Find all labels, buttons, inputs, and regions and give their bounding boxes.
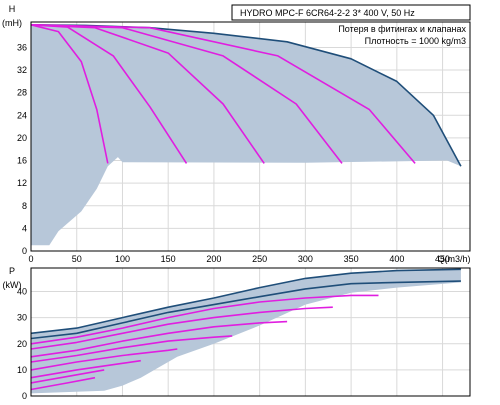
x-tick-label: 50 bbox=[72, 254, 82, 264]
max-curve-line bbox=[30, 280, 461, 340]
x-tick-label: 200 bbox=[206, 254, 221, 264]
y-axis-label: H bbox=[9, 4, 16, 14]
x-tick-label: 250 bbox=[252, 254, 267, 264]
max-curve-line bbox=[30, 268, 461, 335]
operating-area bbox=[31, 269, 461, 394]
x-tick-label: 100 bbox=[115, 254, 130, 264]
chart-title: HYDRO MPC-F 6CR64-2-2 3* 400 V, 50 Hz bbox=[240, 8, 415, 18]
system-curve-line bbox=[30, 359, 141, 379]
x-tick-label: 400 bbox=[389, 254, 404, 264]
system-curve-line bbox=[30, 294, 379, 345]
x-tick-label: 450 bbox=[435, 254, 450, 264]
system-curve-line bbox=[30, 24, 416, 164]
x-tick-label: 150 bbox=[161, 254, 176, 264]
chart-subtitle: Плотность = 1000 kg/m3 bbox=[365, 36, 466, 46]
plot-frame bbox=[30, 267, 471, 397]
head-chart: 0 4 8 12 16 20 24 28 32 36 0 50 100 150 200 250 300 350 40… bbox=[2, 4, 471, 264]
y-tick-label: 28 bbox=[17, 88, 27, 98]
title-box bbox=[231, 4, 471, 21]
y-tick-label: 4 bbox=[22, 223, 27, 233]
x-tick-label: 350 bbox=[344, 254, 359, 264]
chart-subtitle: Потеря в фитингах и клапанах bbox=[338, 24, 466, 34]
system-curve-line bbox=[30, 320, 288, 358]
system-curve-line bbox=[30, 306, 333, 350]
y-tick-label: 36 bbox=[17, 42, 27, 52]
y-axis-label: P bbox=[9, 266, 15, 276]
y-tick-label: 0 bbox=[22, 391, 27, 400]
y-tick-label: 0 bbox=[22, 246, 27, 256]
y-tick-label: 20 bbox=[17, 339, 27, 349]
x-axis-label: Q(m3/h) bbox=[437, 254, 470, 264]
y-tick-label: 24 bbox=[17, 110, 27, 120]
y-axis-label: (kW) bbox=[3, 280, 22, 290]
system-curve-line bbox=[30, 24, 109, 164]
y-tick-label: 16 bbox=[17, 156, 27, 166]
y-axis-label: (mH) bbox=[2, 18, 22, 28]
y-tick-label: 20 bbox=[17, 133, 27, 143]
y-tick-label: 12 bbox=[17, 178, 27, 188]
y-tick-label: 32 bbox=[17, 65, 27, 75]
system-curve-line bbox=[30, 348, 178, 371]
system-curve-line bbox=[30, 369, 105, 384]
x-tick-label: 300 bbox=[298, 254, 313, 264]
y-tick-label: 10 bbox=[17, 365, 27, 375]
system-curve-line bbox=[30, 335, 233, 363]
operating-area bbox=[31, 24, 461, 246]
plot-frame bbox=[30, 21, 471, 252]
y-tick-label: 40 bbox=[17, 287, 27, 297]
x-tick-label: 0 bbox=[28, 254, 33, 264]
system-curve-line bbox=[30, 376, 96, 391]
power-chart: 0 10 20 30 40 P (kW) bbox=[3, 266, 471, 401]
y-tick-label: 30 bbox=[17, 313, 27, 323]
y-tick-label: 8 bbox=[22, 201, 27, 211]
